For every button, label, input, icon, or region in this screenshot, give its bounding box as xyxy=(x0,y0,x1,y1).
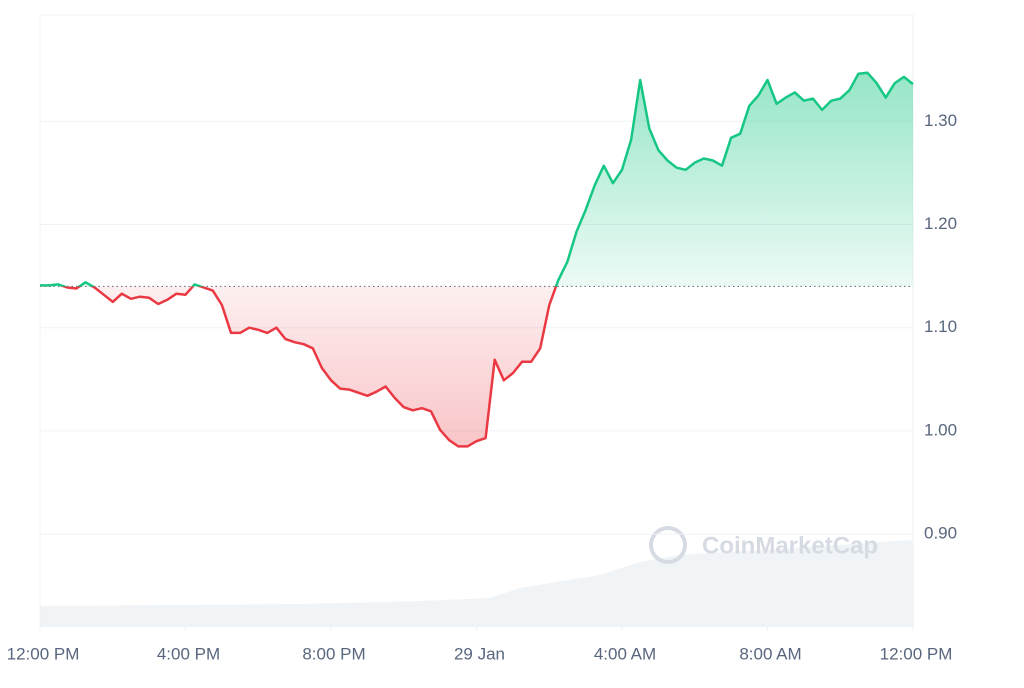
x-tick-label: 29 Jan xyxy=(454,644,505,663)
plot: 0.90 1.00 1.10 1.20 1.30 12:00 PM 4:00 PM 8:00 … xyxy=(7,71,957,663)
x-tick-label: 4:00 PM xyxy=(157,644,220,663)
y-tick-label: 0.90 xyxy=(924,524,957,543)
x-tick-label: 12:00 PM xyxy=(7,644,80,663)
volume-area xyxy=(40,540,913,627)
y-tick-label: 1.20 xyxy=(924,214,957,233)
y-tick-label: 1.00 xyxy=(924,420,957,439)
watermark: CoinMarketCap xyxy=(649,526,878,564)
x-tick-label: 4:00 AM xyxy=(594,644,656,663)
x-tick-label: 8:00 PM xyxy=(302,644,365,663)
y-tick-label: 1.30 xyxy=(924,111,957,130)
area xyxy=(40,72,913,447)
watermark-logo xyxy=(649,526,687,564)
x-tick-label: 8:00 AM xyxy=(739,644,801,663)
x-tick-label: 12:00 PM xyxy=(880,644,953,663)
y-tick-label: 1.10 xyxy=(924,317,957,336)
watermark-text: CoinMarketCap xyxy=(702,532,878,559)
price-line xyxy=(40,71,914,448)
